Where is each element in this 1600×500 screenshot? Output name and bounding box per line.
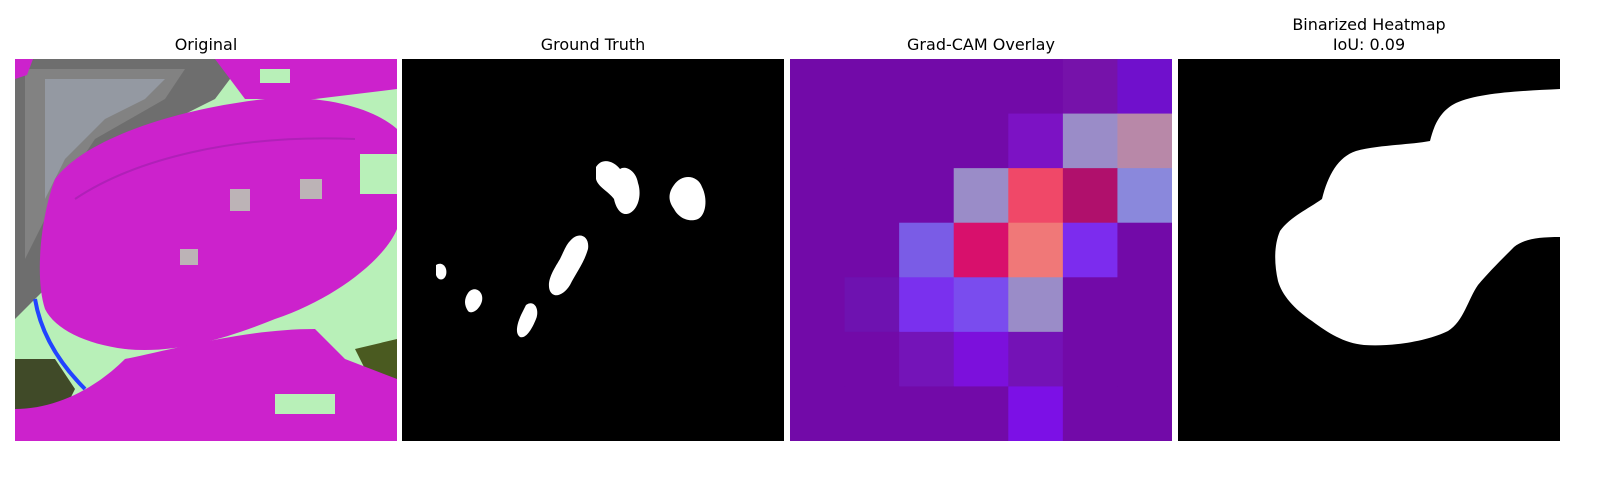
heatmap-cell <box>953 59 1009 115</box>
heatmap-cell <box>790 277 846 333</box>
heatmap-cell <box>1062 222 1118 278</box>
heatmap-cell <box>844 331 900 387</box>
gradcam-overlay-image <box>790 59 1172 441</box>
heatmap-cell <box>1117 59 1172 115</box>
heatmap-cell <box>790 331 846 387</box>
panel-title: Binarized Heatmap <box>1292 15 1446 34</box>
original-image <box>15 59 397 441</box>
panel-title: Grad-CAM Overlay <box>907 35 1055 54</box>
heatmap-cell <box>790 113 846 169</box>
panel-title: Ground Truth <box>540 35 646 54</box>
heatmap-cell <box>1062 386 1118 441</box>
heatmap-cell <box>1117 386 1172 441</box>
heatmap-cell <box>1117 277 1172 333</box>
heatmap-cell <box>790 59 846 115</box>
heatmap-cell <box>844 113 900 169</box>
heatmap-cell <box>844 277 900 333</box>
heatmap-cell <box>1008 222 1064 278</box>
heatmap-cell <box>1117 113 1172 169</box>
heatmap-cell <box>953 331 1009 387</box>
heatmap-cell <box>1008 59 1064 115</box>
iou-label: IoU: 0.09 <box>1332 35 1406 54</box>
heatmap-cell <box>1008 113 1064 169</box>
heatmap-cell <box>1062 59 1118 115</box>
heatmap-cell <box>899 168 955 224</box>
heatmap-cell <box>1062 331 1118 387</box>
heatmap-cell <box>1062 113 1118 169</box>
heatmap-cell <box>953 386 1009 441</box>
heatmap-cell <box>1117 168 1172 224</box>
heatmap-cell <box>844 168 900 224</box>
heatmap-cell <box>953 222 1009 278</box>
heatmap-cell <box>790 222 846 278</box>
heatmap-cell <box>1117 331 1172 387</box>
heatmap-cell <box>844 59 900 115</box>
heatmap-cell <box>844 386 900 441</box>
ground-truth-mask <box>402 59 784 441</box>
heatmap-cell <box>1008 331 1064 387</box>
heatmap-cell <box>1008 386 1064 441</box>
heatmap-cell <box>1062 277 1118 333</box>
heatmap-cell <box>1062 168 1118 224</box>
heatmap-cell <box>899 222 955 278</box>
heatmap-cell <box>1008 168 1064 224</box>
heatmap-cell <box>953 113 1009 169</box>
heatmap-cell <box>1008 277 1064 333</box>
heatmap-cell <box>899 331 955 387</box>
panel-title: Original <box>174 35 238 54</box>
binarized-heatmap-mask <box>1178 59 1560 441</box>
heatmap-cell <box>899 386 955 441</box>
heatmap-cell <box>899 113 955 169</box>
heatmap-cell <box>953 168 1009 224</box>
heatmap-cell <box>899 277 955 333</box>
heatmap-cell <box>844 222 900 278</box>
heatmap-cell <box>899 59 955 115</box>
heatmap-cell <box>953 277 1009 333</box>
heatmap-cell <box>1117 222 1172 278</box>
heatmap-cell <box>790 386 846 441</box>
heatmap-cell <box>790 168 846 224</box>
